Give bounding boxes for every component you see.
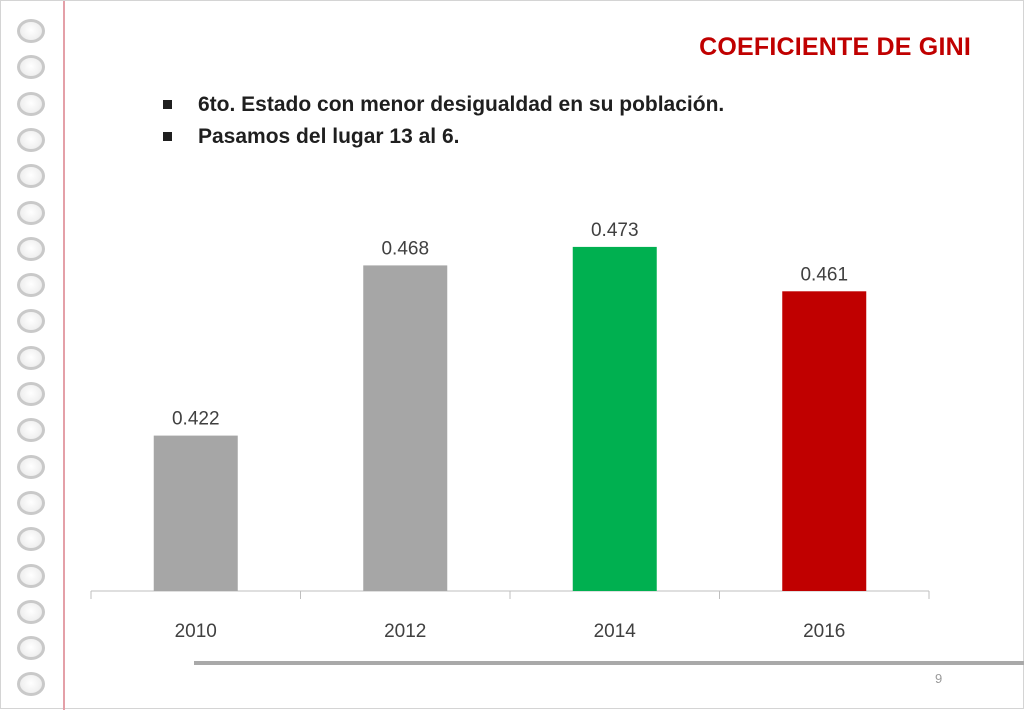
footer-bar xyxy=(194,661,1024,665)
bar-2014 xyxy=(572,246,657,591)
notebook-ring-icon xyxy=(17,19,45,43)
bullet-text: 6to. Estado con menor desigualdad en su … xyxy=(198,93,725,116)
bullet-list: 6to. Estado con menor desigualdad en su … xyxy=(161,89,724,153)
notebook-ring-icon xyxy=(17,636,45,661)
bullet-item: Pasamos del lugar 13 al 6. xyxy=(161,121,724,153)
page-number: 9 xyxy=(935,671,943,686)
x-tick-label-2016: 2016 xyxy=(803,621,845,642)
square-bullet-icon xyxy=(163,132,172,141)
notebook-ring-icon xyxy=(17,418,45,443)
notebook-ring-icon xyxy=(17,200,45,225)
notebook-ring-icon xyxy=(17,454,45,479)
notebook-ring-icon xyxy=(17,91,45,116)
square-bullet-icon xyxy=(163,100,172,109)
data-label-2012: 0.468 xyxy=(381,238,429,259)
data-label-2016: 0.461 xyxy=(800,264,848,285)
notebook-ring-icon xyxy=(17,164,45,189)
bullet-item: 6to. Estado con menor desigualdad en su … xyxy=(161,89,724,121)
notebook-ring-icon xyxy=(17,55,45,80)
bar-2010 xyxy=(153,435,238,591)
notebook-ring-icon xyxy=(17,127,45,152)
notebook-rings xyxy=(17,19,49,699)
notebook-margin-line xyxy=(63,1,65,710)
data-label-2014: 0.473 xyxy=(591,220,639,241)
notebook-ring-icon xyxy=(17,563,45,588)
notebook-ring-icon xyxy=(17,236,45,261)
bar-2012 xyxy=(363,265,448,591)
notebook-ring-icon xyxy=(17,382,45,406)
bar-2016 xyxy=(782,291,867,591)
notebook-ring-icon xyxy=(17,599,45,624)
slide-title: COEFICIENTE DE GINI xyxy=(699,33,971,61)
notebook-ring-icon xyxy=(17,490,45,515)
notebook-ring-icon xyxy=(17,273,45,298)
notebook-ring-icon xyxy=(17,345,45,370)
bullet-text: Pasamos del lugar 13 al 6. xyxy=(198,125,460,148)
data-label-2010: 0.422 xyxy=(172,409,220,430)
x-tick-label-2012: 2012 xyxy=(384,621,426,642)
x-tick-label-2010: 2010 xyxy=(175,621,217,642)
x-tick-label-2014: 2014 xyxy=(594,621,637,642)
notebook-ring-icon xyxy=(17,527,45,552)
notebook-ring-icon xyxy=(17,672,45,697)
notebook-ring-icon xyxy=(17,309,45,334)
